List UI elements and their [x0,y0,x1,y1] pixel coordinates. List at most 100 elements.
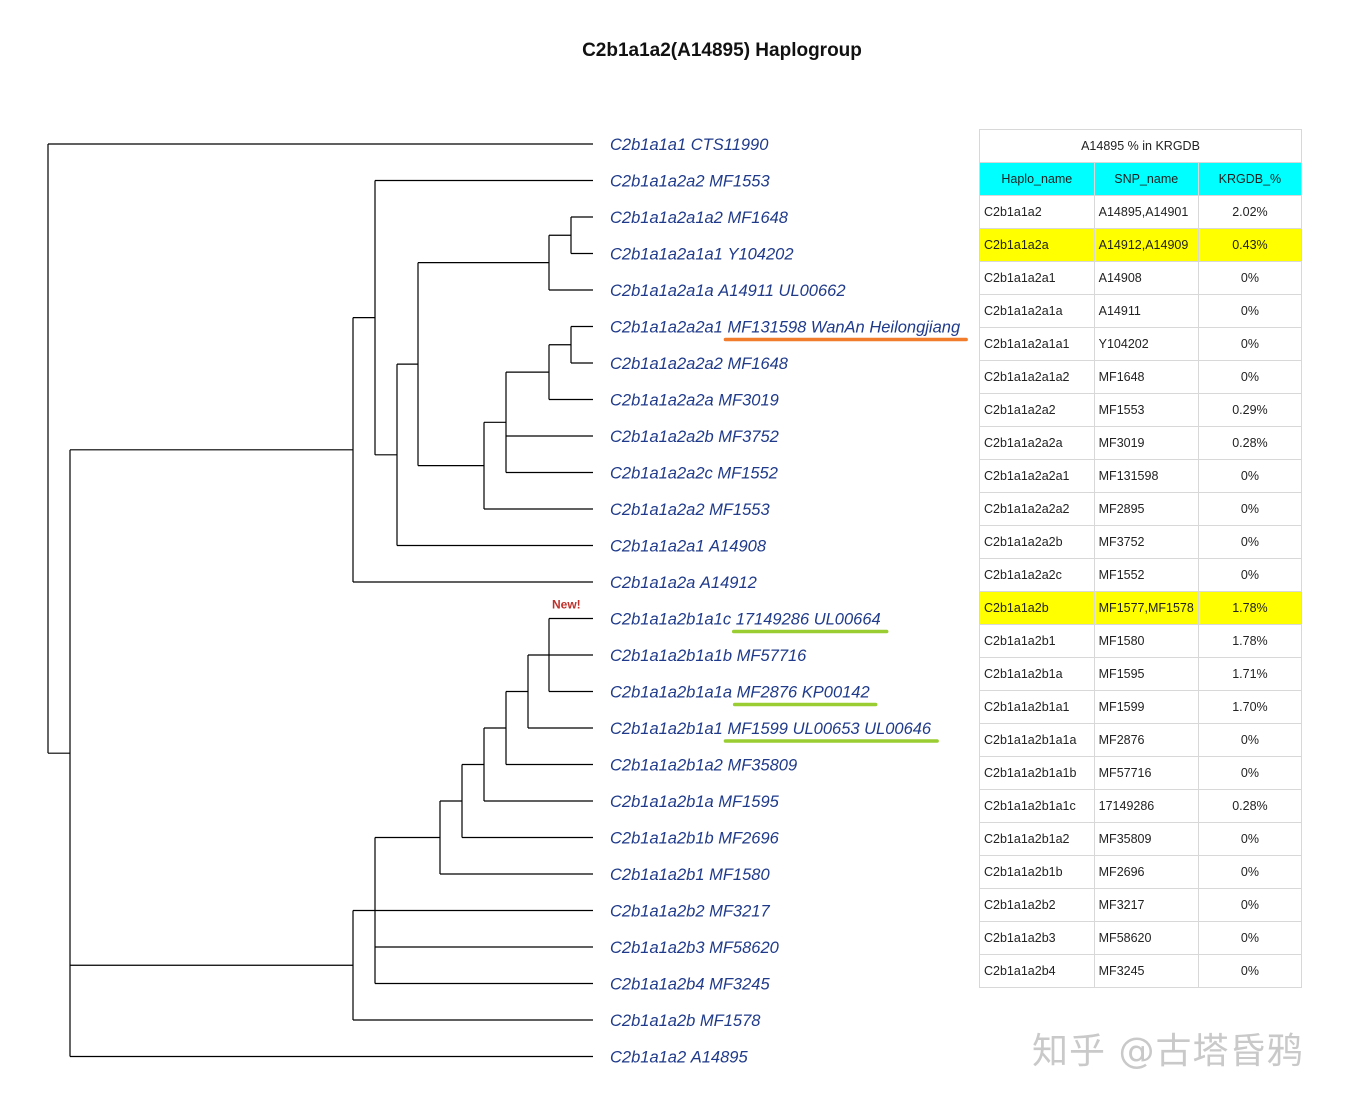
tree-leaf-label: C2b1a1a2a1a1 Y104202 [610,246,794,264]
cell-snp: A14911 [1093,294,1199,328]
leaf-haplo-name: C2b1a1a2a2 [610,501,705,519]
leaf-haplo-name: C2b1a1a2a1a1 [610,246,723,264]
leaf-snp-names: MF1599 UL00653 UL00646 [727,720,931,738]
tree-leaf-label: C2b1a1a2b1a2 MF35809 [610,757,797,775]
tree-leaf-label: C2b1a1a2b1a1b MF57716 [610,647,807,665]
leaf-haplo-name: C2b1a1a2b1b [610,830,714,848]
table-row: C2b1a1a2b MF1577,MF1578 1.78% [979,591,1303,625]
leaf-snp-names: A14912 [699,574,757,592]
cell-pct: 1.71% [1197,657,1303,691]
tree-leaf-label: C2b1a1a2 A14895 [610,1049,748,1067]
tree-leaf-label: C2b1a1a2b1a MF1595 [610,793,780,811]
tree-leaf-label: C2b1a1a2a2a1 MF131598 WanAn Heilongjiang [610,319,961,337]
cell-snp: Y104202 [1093,327,1199,361]
cell-pct: 1.78% [1197,624,1303,658]
tree-leaf-label: C2b1a1a2a2a MF3019 [610,392,779,410]
cell-pct: 0.29% [1197,393,1303,427]
leaf-snp-names: MF35809 [727,757,797,775]
leaf-haplo-name: C2b1a1a2b1a [610,793,714,811]
cell-haplo: C2b1a1a2b1a2 [979,822,1095,856]
column-header-krgdb-pct: KRGDB_% [1197,162,1303,196]
cell-snp: MF58620 [1093,921,1199,955]
cell-snp: MF3019 [1093,426,1199,460]
leaf-snp-names: MF3217 [709,903,770,921]
leaf-snp-names: MF2696 [718,830,779,848]
leaf-haplo-name: C2b1a1a2a [610,574,695,592]
table-caption: A14895 % in KRGDB [979,129,1302,163]
cell-haplo: C2b1a1a2a2c [979,558,1095,592]
cell-haplo: C2b1a1a2a1a1 [979,327,1095,361]
leaf-snp-names: MF1553 [709,501,770,519]
leaf-snp-names: MF1648 [727,355,788,373]
leaf-haplo-name: C2b1a1a2a1a2 [610,209,723,227]
cell-snp: MF1552 [1093,558,1199,592]
new-tag: New! [552,598,581,612]
tree-leaf-label: C2b1a1a2b1b MF2696 [610,830,780,848]
tree-leaf-label: C2b1a1a2a2c MF1552 [610,465,778,483]
cell-haplo: C2b1a1a2a1a2 [979,360,1095,394]
table-row: C2b1a1a2a1a A14911 0% [979,294,1303,328]
leaf-snp-names: MF1648 [727,209,788,227]
cell-snp: 17149286 [1093,789,1199,823]
cell-pct: 0% [1197,360,1303,394]
table-row: C2b1a1a2a2c MF1552 0% [979,558,1303,592]
tree-leaf-label: C2b1a1a1 CTS11990 [610,136,769,154]
leaf-haplo-name: C2b1a1a2a2c [610,465,714,483]
cell-pct: 0% [1197,855,1303,889]
leaf-snp-names: MF3245 [709,976,770,994]
leaf-snp-names: MF1578 [700,1012,761,1030]
cell-snp: MF1577,MF1578 [1093,591,1199,625]
cell-haplo: C2b1a1a2a2b [979,525,1095,559]
cell-snp: MF3217 [1093,888,1199,922]
leaf-haplo-name: C2b1a1a2a1 [610,538,705,556]
leaf-haplo-name: C2b1a1a2a2 [610,173,705,191]
cell-pct: 0% [1197,723,1303,757]
cell-snp: MF2876 [1093,723,1199,757]
cell-haplo: C2b1a1a2a2a2 [979,492,1095,526]
cell-pct: 0.28% [1197,789,1303,823]
cell-haplo: C2b1a1a2a1a [979,294,1095,328]
cell-pct: 0% [1197,459,1303,493]
cell-snp: MF3752 [1093,525,1199,559]
leaf-snp-names: MF2876 KP00142 [737,684,870,702]
table-row: C2b1a1a2a1 A14908 0% [979,261,1303,295]
table-row: C2b1a1a2a2a1 MF131598 0% [979,459,1303,493]
leaf-haplo-name: C2b1a1a2a2a [610,392,714,410]
cell-haplo: C2b1a1a2b1a1a [979,723,1095,757]
leaf-snp-names: A14895 [690,1049,749,1067]
leaf-snp-names: Y104202 [727,246,793,264]
leaf-snp-names: A14908 [708,538,767,556]
cell-haplo: C2b1a1a2b1a1b [979,756,1095,790]
cell-haplo: C2b1a1a2b1b [979,855,1095,889]
cell-pct: 1.70% [1197,690,1303,724]
table-row: C2b1a1a2a2 MF1553 0.29% [979,393,1303,427]
cell-haplo: C2b1a1a2b3 [979,921,1095,955]
leaf-haplo-name: C2b1a1a1 [610,136,686,154]
cell-snp: MF1553 [1093,393,1199,427]
leaf-haplo-name: C2b1a1a2b1a1 [610,720,723,738]
leaf-snp-names: MF58620 [709,939,780,957]
cell-haplo: C2b1a1a2a2 [979,393,1095,427]
table-row: C2b1a1a2b1a1 MF1599 1.70% [979,690,1303,724]
cell-pct: 0% [1197,525,1303,559]
tree-leaf-label: C2b1a1a2b1 MF1580 [610,866,770,884]
table-row: C2b1a1a2a2a MF3019 0.28% [979,426,1303,460]
cell-pct: 0.28% [1197,426,1303,460]
leaf-haplo-name: C2b1a1a2b1a1a [610,684,732,702]
leaf-snp-names: 17149286 UL00664 [736,611,881,629]
table-row: C2b1a1a2b1a1a MF2876 0% [979,723,1303,757]
cell-pct: 0.43% [1197,228,1303,262]
leaf-haplo-name: C2b1a1a2b1a1b [610,647,732,665]
cell-snp: A14912,A14909 [1093,228,1199,262]
table-row: C2b1a1a2a1a2 MF1648 0% [979,360,1303,394]
cell-pct: 0% [1197,261,1303,295]
cell-haplo: C2b1a1a2b2 [979,888,1095,922]
cell-haplo: C2b1a1a2b4 [979,954,1095,988]
tree-leaf-label: C2b1a1a2a A14912 [610,574,757,592]
leaf-snp-names: MF131598 WanAn Heilongjiang [727,319,960,337]
leaf-haplo-name: C2b1a1a2a2b [610,428,714,446]
leaf-snp-names: MF1595 [718,793,779,811]
cell-pct: 2.02% [1197,195,1303,229]
